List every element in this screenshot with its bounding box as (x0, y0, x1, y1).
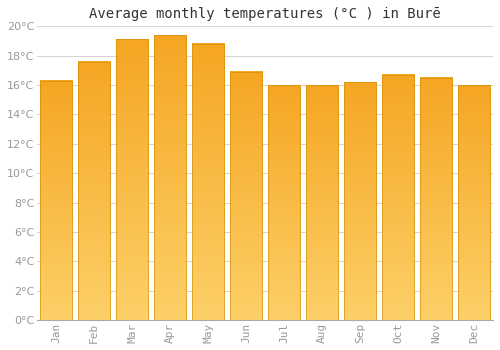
Bar (382, 75, 414, 320)
Bar (306, 85, 338, 320)
Bar (40, 80, 72, 320)
Bar (458, 85, 490, 320)
Bar (420, 78, 452, 320)
Bar (344, 82, 376, 320)
Bar (116, 40, 148, 320)
Title: Average monthly temperatures (°C ) in Burē: Average monthly temperatures (°C ) in Bu… (89, 7, 441, 21)
Bar (154, 35, 186, 320)
Bar (192, 44, 224, 320)
Bar (230, 72, 262, 320)
Bar (268, 85, 300, 320)
Bar (78, 62, 110, 320)
